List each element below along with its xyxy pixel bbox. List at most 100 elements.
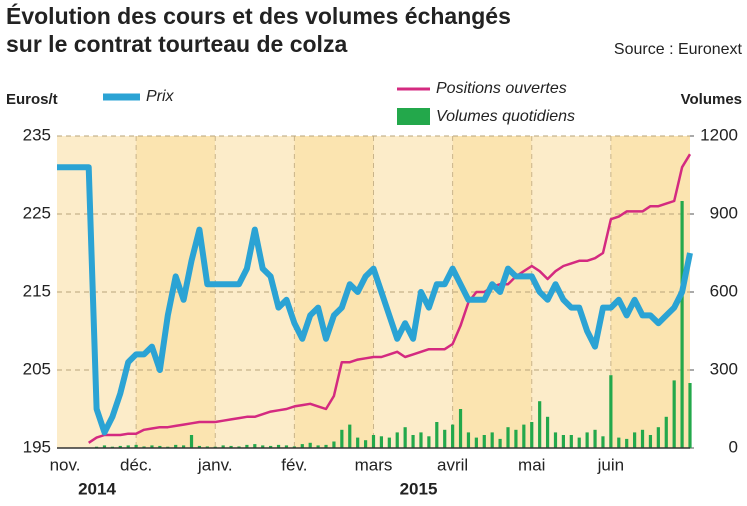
- volume-bar: [458, 409, 463, 448]
- y-tick-label: 215: [23, 281, 51, 300]
- volume-bar: [474, 437, 478, 448]
- volume-bar: [625, 438, 629, 448]
- volume-bar: [197, 445, 202, 448]
- chart-title: Évolution des cours et des volumes échan…: [6, 2, 511, 29]
- volume-bar: [680, 201, 684, 448]
- volume-bar: [245, 444, 249, 448]
- volume-bar: [395, 432, 399, 448]
- volume-bar: [664, 416, 668, 448]
- line-0: [57, 164, 693, 436]
- y2-tick-label: 0: [729, 437, 738, 456]
- volume-bar: [617, 437, 621, 448]
- y2-tick-label: 900: [710, 203, 738, 222]
- y2-axis-label: Volumes: [681, 91, 742, 108]
- y-tick-label: 205: [23, 359, 51, 378]
- volume-bar: [585, 432, 589, 448]
- volume-bar: [261, 445, 265, 448]
- legend-swatch: [397, 108, 430, 125]
- y-axis-label: Euros/t: [6, 91, 58, 108]
- volume-bar: [522, 424, 526, 448]
- line-1: [88, 153, 692, 444]
- volume-bar: [324, 444, 328, 448]
- volume-bar: [363, 440, 368, 448]
- volume-bar: [253, 444, 257, 448]
- legend-label: Volumes quotidiens: [436, 108, 575, 125]
- y-tick-label: 225: [23, 203, 51, 222]
- volume-bar: [466, 432, 471, 448]
- volume-bar: [150, 445, 154, 448]
- volume-bar: [221, 445, 225, 448]
- volume-bar: [506, 427, 510, 448]
- volume-bar: [340, 429, 344, 448]
- x-tick-label: mars: [355, 455, 393, 474]
- volume-bar: [569, 435, 573, 448]
- x-tick-label: mai: [518, 455, 545, 474]
- year-label: 2014: [78, 479, 116, 498]
- x-tick-label: janv.: [197, 455, 233, 474]
- volume-bar: [126, 445, 130, 448]
- volume-bar: [316, 445, 320, 448]
- volume-bar: [348, 424, 352, 448]
- volume-bar: [182, 445, 186, 448]
- volume-bar: [640, 429, 645, 448]
- volume-bar: [443, 429, 447, 448]
- volume-bar: [284, 445, 289, 448]
- y-tick-label: 235: [23, 125, 51, 144]
- x-tick-label: juin: [597, 455, 624, 474]
- volume-bar: [633, 432, 637, 448]
- volume-bar: [332, 441, 336, 448]
- volume-bar: [189, 435, 194, 448]
- month-band: [294, 136, 374, 448]
- volume-bar: [490, 432, 494, 448]
- volume-bar: [553, 432, 558, 448]
- volume-bar: [371, 435, 376, 448]
- y2-tick-label: 1200: [700, 125, 738, 144]
- volume-bar: [656, 427, 660, 448]
- volume-bar: [308, 442, 312, 448]
- x-tick-label: déc.: [120, 455, 152, 474]
- volume-bar: [379, 436, 384, 448]
- volume-bar: [609, 375, 613, 448]
- volume-bar: [435, 422, 439, 448]
- volume-bar: [411, 435, 415, 448]
- volume-bar: [530, 422, 534, 448]
- y2-tick-label: 600: [710, 281, 738, 300]
- volume-bar: [118, 445, 122, 448]
- volume-bar: [538, 401, 542, 448]
- volume-bar: [451, 424, 455, 448]
- chart-title: sur le contrat tourteau de colza: [6, 31, 347, 57]
- year-label: 2015: [400, 479, 438, 498]
- x-tick-label: nov.: [50, 455, 81, 474]
- volume-bar: [292, 446, 296, 448]
- volume-bar: [229, 445, 233, 448]
- volume-bar: [545, 416, 550, 448]
- source: Source : Euronext: [614, 41, 743, 58]
- volume-bar: [174, 444, 178, 448]
- volume-bar: [356, 437, 360, 448]
- volume-bar: [237, 446, 241, 448]
- volume-bar: [482, 435, 486, 448]
- x-tick-label: avril: [437, 455, 468, 474]
- volume-bar: [577, 437, 581, 448]
- volume-bar: [142, 446, 146, 448]
- volume-bar: [514, 429, 518, 448]
- legend-label: Positions ouvertes: [436, 80, 567, 97]
- volume-bar: [102, 445, 107, 448]
- legend-label: Prix: [146, 88, 175, 105]
- y-tick-label: 195: [23, 437, 51, 456]
- volume-bar: [427, 436, 431, 448]
- volume-bar: [276, 444, 281, 448]
- volume-bar: [561, 435, 565, 448]
- x-tick-label: fév.: [281, 455, 307, 474]
- volume-bar: [403, 427, 407, 448]
- volume-bar: [593, 429, 597, 448]
- volume-bar: [498, 438, 502, 448]
- volume-bar: [134, 444, 138, 448]
- volume-bar: [269, 445, 273, 448]
- volume-bar: [300, 444, 304, 448]
- volume-bar: [672, 380, 676, 448]
- volume-bar: [419, 432, 423, 448]
- volume-bar: [648, 435, 653, 448]
- volume-bar: [688, 383, 692, 448]
